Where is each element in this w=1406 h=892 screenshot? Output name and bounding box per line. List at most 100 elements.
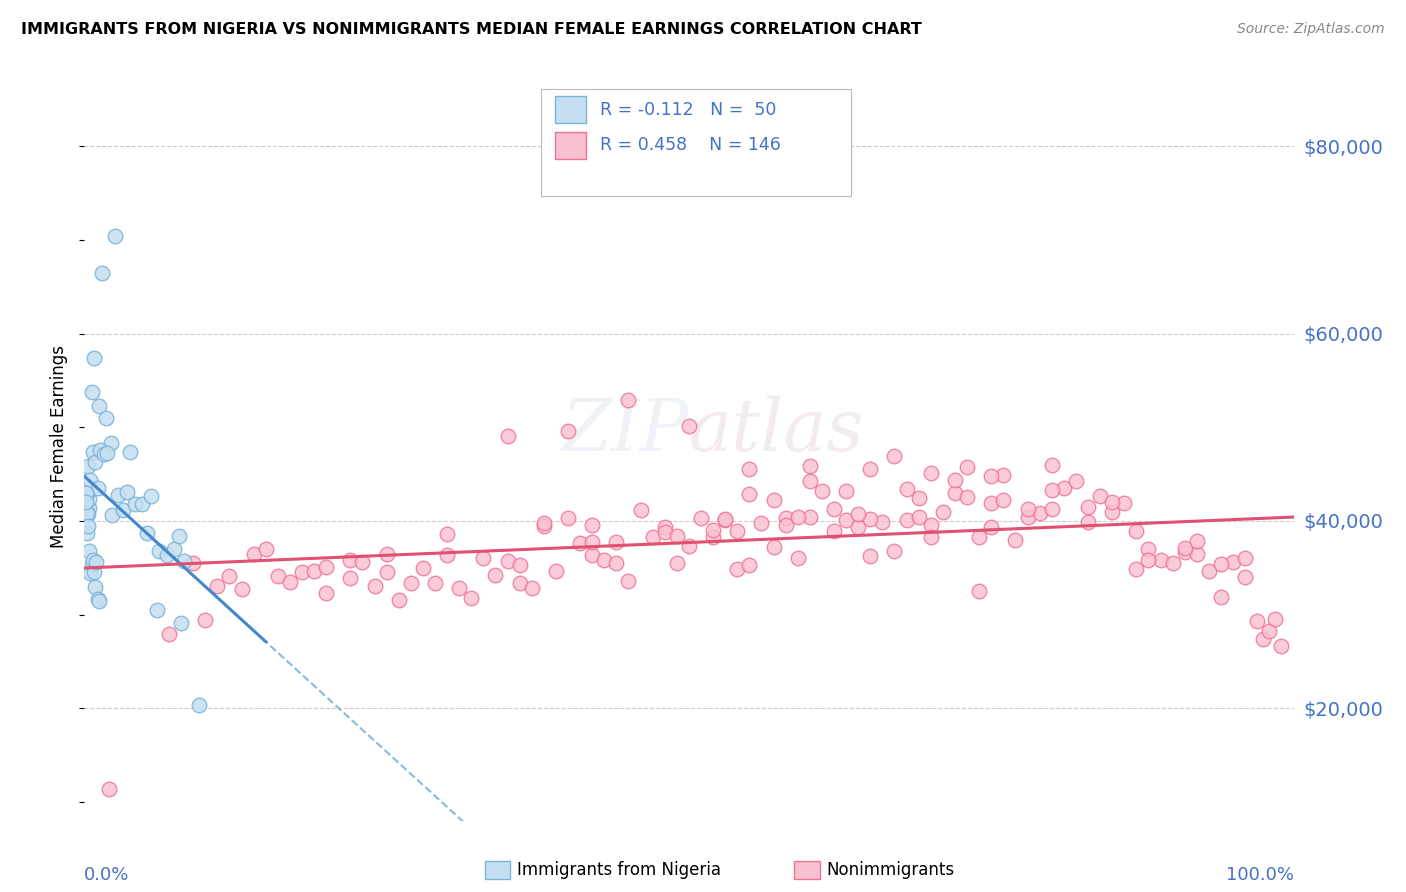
Point <box>231 582 253 596</box>
Point <box>1185 533 1208 548</box>
Point <box>993 493 1015 508</box>
Point <box>980 520 1002 534</box>
Point <box>943 474 966 488</box>
Point <box>993 467 1015 482</box>
Point <box>786 551 808 566</box>
Point <box>302 564 325 578</box>
Point <box>907 510 929 524</box>
Point <box>1017 509 1039 524</box>
Point <box>1149 553 1171 567</box>
Point <box>980 469 1002 483</box>
Point <box>375 547 398 561</box>
Point <box>823 524 845 538</box>
Point <box>115 485 138 500</box>
Text: Immigrants from Nigeria: Immigrants from Nigeria <box>517 861 721 879</box>
Point <box>242 547 264 561</box>
Point <box>617 574 640 588</box>
Point <box>775 511 797 525</box>
Point <box>315 559 337 574</box>
Point <box>77 508 100 522</box>
Point <box>86 481 108 495</box>
Point <box>124 497 146 511</box>
Point <box>89 442 111 457</box>
Point <box>77 458 100 473</box>
Point <box>762 492 785 507</box>
Point <box>254 542 277 557</box>
Point <box>581 517 603 532</box>
Point <box>678 419 700 434</box>
Point <box>107 488 129 502</box>
Text: R = 0.458    N = 146: R = 0.458 N = 146 <box>600 136 782 154</box>
Point <box>907 491 929 505</box>
Point <box>943 485 966 500</box>
Point <box>1234 551 1257 566</box>
Point <box>920 530 942 544</box>
Point <box>75 485 97 500</box>
Point <box>738 462 761 476</box>
Point <box>77 501 100 516</box>
Point <box>436 549 458 563</box>
Point <box>835 513 858 527</box>
Point <box>678 539 700 553</box>
Point <box>1101 495 1123 509</box>
Point <box>557 511 579 525</box>
Point <box>1125 562 1147 576</box>
Point <box>846 520 869 534</box>
Point <box>173 554 195 568</box>
Point <box>641 530 664 544</box>
Point <box>84 580 107 594</box>
Point <box>399 575 422 590</box>
Point <box>96 446 118 460</box>
Point <box>148 544 170 558</box>
Point <box>1053 481 1076 495</box>
Point <box>278 575 301 590</box>
Point <box>605 556 627 570</box>
Point <box>76 526 98 541</box>
Point <box>84 455 107 469</box>
Point <box>1264 612 1286 626</box>
Point <box>339 571 361 585</box>
Point <box>533 518 555 533</box>
Point <box>194 613 217 627</box>
Point <box>112 503 135 517</box>
Point <box>101 508 124 523</box>
Point <box>80 557 103 571</box>
Point <box>496 554 519 568</box>
Point <box>702 523 724 537</box>
Point <box>1077 500 1099 515</box>
Point <box>1088 489 1111 503</box>
Point <box>1077 515 1099 529</box>
Text: ZIP: ZIP <box>561 396 689 467</box>
Point <box>520 582 543 596</box>
Point <box>1198 564 1220 578</box>
Point <box>412 561 434 575</box>
Point <box>87 594 110 608</box>
Point <box>86 555 108 569</box>
Point <box>77 491 100 506</box>
Point <box>139 490 162 504</box>
Point <box>690 510 713 524</box>
Point <box>363 579 385 593</box>
Point <box>665 529 688 543</box>
Point <box>170 615 193 630</box>
Point <box>1161 556 1184 570</box>
Point <box>786 510 808 524</box>
Point <box>883 544 905 558</box>
Point <box>896 512 918 526</box>
Point <box>872 516 894 530</box>
Point <box>1185 547 1208 561</box>
Point <box>509 576 531 591</box>
Point <box>79 473 101 487</box>
Point <box>932 504 955 518</box>
Point <box>1040 502 1063 516</box>
Point <box>460 591 482 606</box>
Point <box>94 410 117 425</box>
Point <box>1258 624 1281 638</box>
Point <box>883 449 905 463</box>
Point <box>1017 502 1039 516</box>
Point <box>799 474 821 488</box>
Point <box>1040 458 1063 473</box>
Point <box>1114 496 1136 510</box>
Point <box>1222 555 1244 569</box>
Point <box>157 627 180 641</box>
